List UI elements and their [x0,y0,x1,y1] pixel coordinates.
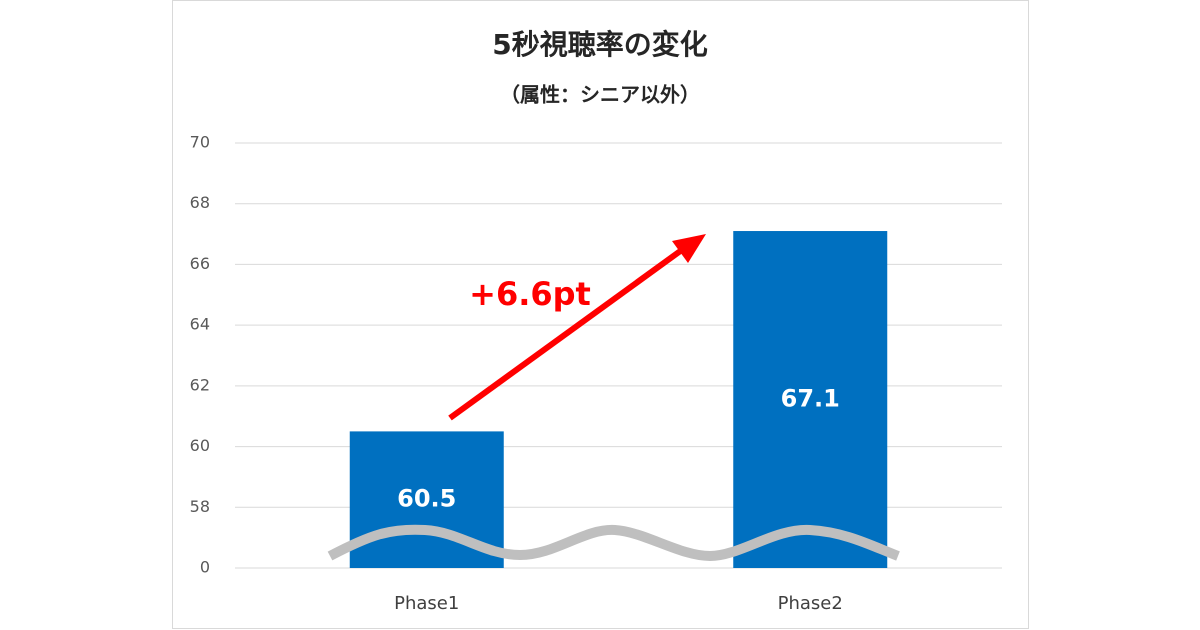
x-tick-label: Phase2 [778,593,843,614]
arrow-line [448,241,692,421]
chart-title: 5秒視聴率の変化 [492,28,707,61]
value-label: 67.1 [781,385,840,413]
axis-break-wave [327,524,900,562]
bar [733,231,888,569]
chart-subtitle: （属性：シニア以外） [500,83,700,107]
x-tick-label: Phase1 [394,593,459,614]
y-tick-label: 66 [190,254,210,273]
y-tick-label: 62 [190,375,210,394]
y-tick-label: 64 [190,315,210,334]
y-tick-label: 70 [190,133,210,152]
annotation: +6.6pt [469,275,591,313]
arrow-head [672,234,706,263]
y-tick-label: 0 [200,558,210,577]
y-tick-label: 58 [190,497,210,516]
bars [349,231,888,569]
value-label: 60.5 [397,484,456,512]
y-tick-label: 68 [190,193,210,212]
y-tick-label: 60 [190,436,210,455]
